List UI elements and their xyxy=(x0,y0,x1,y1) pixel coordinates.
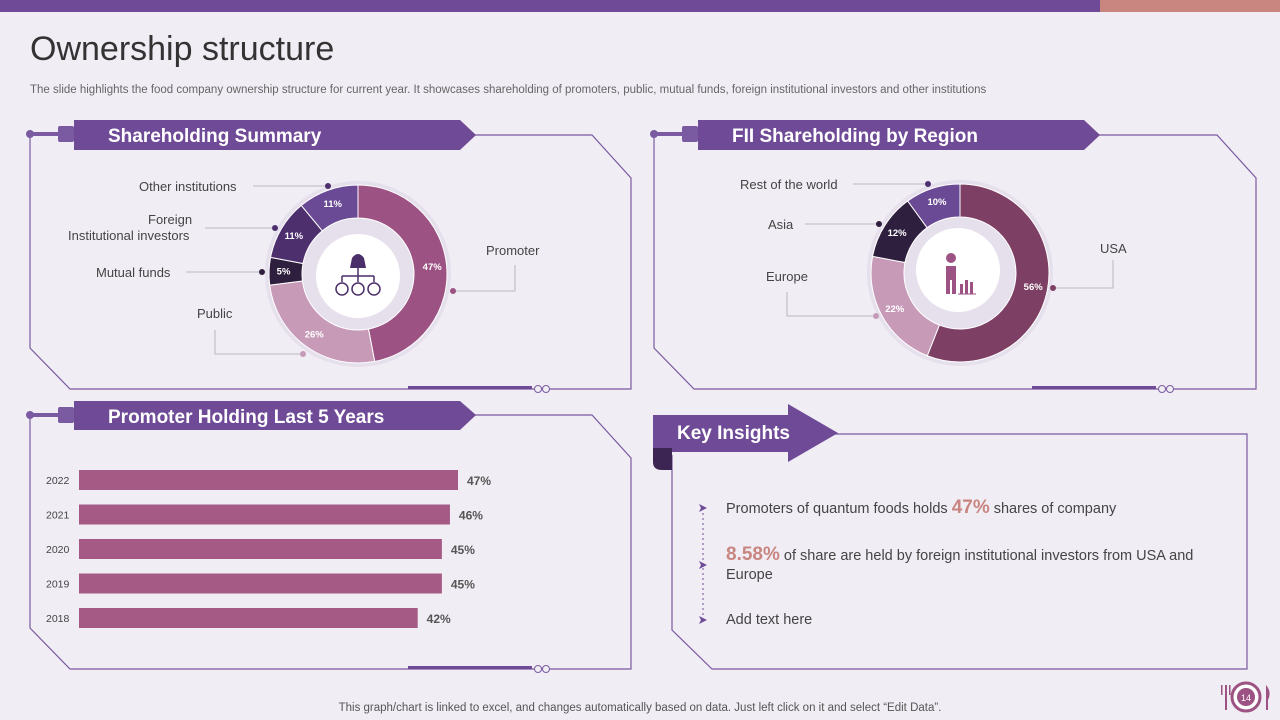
page-number: 14 xyxy=(1241,693,1251,703)
bar-category-2018: 2018 xyxy=(46,613,70,625)
panel-promoter-title: Promoter Holding Last 5 Years xyxy=(108,407,384,428)
slice-label-europe: 22% xyxy=(885,304,905,315)
label-europe: Europe xyxy=(766,269,808,284)
bar-category-2021: 2021 xyxy=(46,510,70,522)
bar-2022 xyxy=(79,470,458,490)
page-subtitle: The slide highlights the food company ow… xyxy=(30,84,987,96)
slice-label-fii: 11% xyxy=(285,231,304,242)
investor-growth-icon xyxy=(916,228,1000,312)
label-asia: Asia xyxy=(768,217,794,232)
promoter-bar-chart: 2022 47% 2021 46% 2020 45% 2019 45% 2018 42% xyxy=(46,470,491,628)
bar-value-2019: 45% xyxy=(451,578,475,592)
panel-insights-header xyxy=(653,404,838,470)
insights-timeline xyxy=(699,504,707,624)
panel-promoter-frame xyxy=(29,414,632,670)
bar-2020 xyxy=(79,539,442,559)
bar-2018 xyxy=(79,608,418,628)
slice-rest-of-world xyxy=(906,183,961,229)
panel-insights-title: Key Insights xyxy=(677,423,790,444)
donut1-leader-lines xyxy=(186,185,516,355)
slice-label-other-institutions: 11% xyxy=(324,199,343,210)
top-accent-bar xyxy=(0,0,1100,12)
label-foreign: Foreign xyxy=(148,212,193,227)
bar-2021 xyxy=(79,504,450,525)
slice-label-promoter: 47% xyxy=(423,262,443,273)
label-institutional-investors: Institutional investors xyxy=(68,228,190,243)
donut2-leader-lines xyxy=(786,183,1114,317)
footer-note: This graph/chart is linked to excel, and… xyxy=(338,702,942,714)
donut1-leader-dots xyxy=(259,183,456,357)
insight-item-2: 8.58% of share are held by foreign insti… xyxy=(726,545,1196,585)
slice-usa xyxy=(926,183,1050,363)
label-usa: USA xyxy=(1100,241,1127,256)
insight-item-1: Promoters of quantum foods holds 47% sha… xyxy=(726,498,1196,519)
bottom-slider-decoration xyxy=(408,385,1174,673)
slice-label-public: 26% xyxy=(305,329,325,340)
insight-item-3: Add text here xyxy=(726,611,1196,630)
slice-promoter xyxy=(357,184,448,363)
slice-label-mutual-funds: 5% xyxy=(277,267,291,278)
insight-3-text: Add text here xyxy=(726,612,813,628)
bar-value-2021: 46% xyxy=(459,509,483,523)
insight-2-post: of share are held by foreign institution… xyxy=(726,548,1194,583)
pin-decoration xyxy=(26,126,698,423)
bar-value-2018: 42% xyxy=(427,612,451,626)
insight-1-post: shares of company xyxy=(989,501,1117,517)
insight-1-pre: Promoters of quantum foods holds xyxy=(726,501,952,517)
slice-other-institutions xyxy=(300,184,359,232)
panel-fii-title: FII Shareholding by Region xyxy=(732,126,978,147)
label-public: Public xyxy=(197,306,233,321)
slice-label-asia: 12% xyxy=(888,228,908,239)
panel-fii-frame xyxy=(653,134,1257,390)
bar-category-2019: 2019 xyxy=(46,579,70,591)
bar-value-2020: 45% xyxy=(451,543,475,557)
panel-promoter-header xyxy=(74,401,476,430)
slice-label-usa: 56% xyxy=(1024,282,1044,293)
label-promoter: Promoter xyxy=(486,243,540,258)
page-number-badge: 14 xyxy=(1221,681,1270,713)
bar-category-2020: 2020 xyxy=(46,544,70,556)
insight-1-highlight: 47% xyxy=(951,497,990,518)
panel-insights-frame xyxy=(671,433,1248,670)
page-title: Ownership structure xyxy=(30,30,335,68)
panel-shareholding-header xyxy=(74,120,476,150)
label-other-institutions: Other institutions xyxy=(139,179,237,194)
top-accent-bar-secondary xyxy=(1100,0,1280,12)
panel-shareholding-title: Shareholding Summary xyxy=(108,126,322,147)
slice-label-rest-of-world: 10% xyxy=(927,197,947,208)
label-rest-of-world: Rest of the world xyxy=(740,177,838,192)
insight-2-highlight: 8.58% xyxy=(726,544,780,565)
label-mutual-funds: Mutual funds xyxy=(96,265,171,280)
bar-value-2022: 47% xyxy=(467,474,491,488)
donut2-leader-dots xyxy=(873,181,1056,319)
bar-category-2022: 2022 xyxy=(46,475,70,487)
org-chart-icon xyxy=(316,234,400,318)
panel-fii-header xyxy=(698,120,1100,150)
bar-2019 xyxy=(79,573,442,594)
panel-shareholding-frame xyxy=(29,134,632,390)
